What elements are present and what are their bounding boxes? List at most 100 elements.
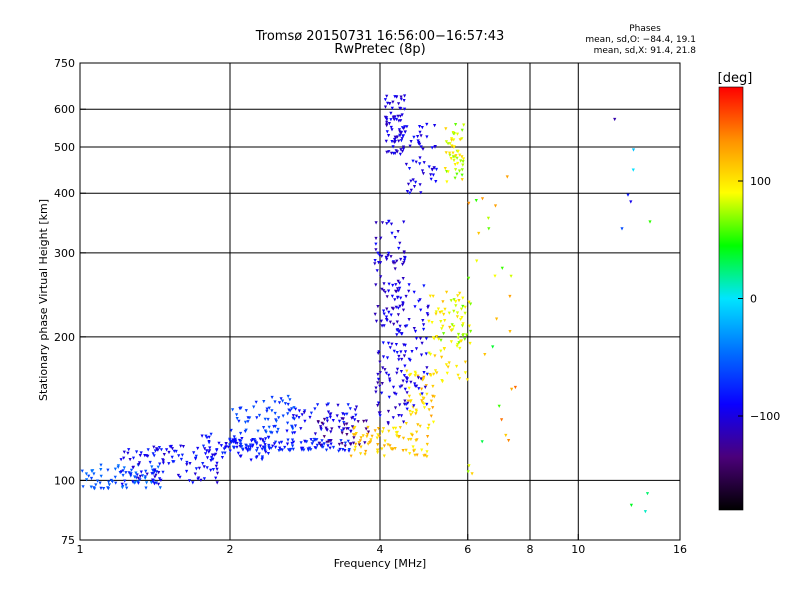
scatter-point: [390, 231, 394, 235]
scatter-point: [335, 414, 339, 418]
scatter-point: [399, 97, 403, 101]
scatter-point: [495, 317, 499, 321]
scatter-point: [425, 450, 429, 454]
scatter-point: [123, 479, 127, 483]
scatter-point: [377, 261, 381, 265]
scatter-point: [397, 435, 401, 439]
scatter-point: [381, 366, 385, 370]
scatter-point: [402, 420, 406, 424]
scatter-point: [453, 163, 457, 167]
scatter-point: [391, 145, 395, 149]
scatter-point: [431, 420, 436, 424]
scatter-point: [302, 448, 306, 452]
scatter-point: [401, 134, 405, 138]
scatter-point: [385, 94, 389, 98]
scatter-point: [299, 441, 303, 445]
scatter-point: [408, 452, 412, 456]
scatter-point: [156, 448, 160, 452]
scatter-point: [289, 447, 293, 452]
scatter-point: [267, 445, 271, 449]
scatter-point: [390, 294, 394, 298]
scatter-point: [113, 467, 117, 471]
scatter-point: [454, 304, 458, 308]
scatter-point: [389, 118, 393, 122]
scatter-point: [391, 385, 396, 389]
scatter-point: [91, 469, 95, 473]
scatter-point: [474, 199, 478, 203]
scatter-point: [415, 438, 419, 442]
scatter-point: [358, 439, 362, 443]
scatter-point: [127, 471, 131, 475]
scatter-point: [439, 320, 443, 324]
scatter-point: [387, 373, 391, 377]
scatter-point: [396, 296, 400, 300]
scatter-point: [394, 305, 398, 309]
scatter-point: [346, 439, 350, 443]
scatter-point: [394, 426, 398, 430]
scatter-point: [457, 341, 461, 345]
scatter-point: [613, 117, 617, 122]
scatter-point: [301, 446, 305, 450]
scatter-point: [277, 416, 281, 420]
scatter-point: [410, 350, 414, 354]
scatter-point: [374, 283, 378, 287]
scatter-point: [283, 445, 287, 450]
scatter-point: [211, 468, 215, 472]
scatter-point: [465, 333, 469, 337]
scatter-point: [413, 453, 417, 457]
scatter-point: [264, 437, 268, 441]
scatter-point: [376, 404, 380, 408]
scatter-point: [433, 354, 437, 358]
scatter-point: [265, 409, 269, 413]
scatter-point: [384, 139, 388, 143]
scatter-point: [435, 371, 439, 375]
scatter-point: [124, 471, 128, 475]
scatter-point: [456, 332, 461, 337]
scatter-point: [413, 448, 417, 452]
scatter-point: [235, 417, 239, 421]
scatter-point: [146, 448, 150, 452]
scatter-point: [418, 162, 422, 166]
grid-lines: [80, 63, 680, 540]
scatter-point: [249, 439, 254, 443]
scatter-point: [460, 137, 464, 141]
scatter-point: [110, 480, 115, 484]
scatter-point: [461, 160, 465, 164]
scatter-point: [414, 337, 419, 341]
scatter-point: [402, 343, 406, 347]
scatter-point: [395, 371, 399, 375]
scatter-point: [379, 319, 383, 323]
scatter-point: [412, 185, 417, 189]
scatter-point: [385, 116, 389, 120]
scatter-point: [286, 438, 290, 442]
scatter-point: [391, 283, 395, 288]
scatter-point: [450, 144, 454, 148]
scatter-point: [376, 433, 380, 437]
scatter-point: [381, 427, 386, 431]
scatter-point: [319, 443, 323, 447]
scatter-point: [420, 399, 424, 403]
scatter-point: [352, 436, 356, 440]
scatter-point: [144, 469, 148, 473]
scatter-point: [337, 442, 341, 447]
scatter-point: [279, 397, 283, 401]
scatter-point: [428, 294, 432, 298]
scatter-point: [364, 419, 368, 423]
scatter-point: [125, 486, 129, 490]
scatter-point: [291, 416, 295, 420]
scatter-point: [460, 324, 465, 328]
scatter-point: [419, 134, 423, 138]
scatter-point: [214, 452, 218, 456]
scatter-point: [406, 182, 411, 186]
scatter-point: [272, 425, 276, 429]
scatter-point: [424, 384, 428, 388]
scatter-point: [192, 451, 196, 455]
scatter-point: [399, 131, 403, 135]
colorbar-tick-label: 0: [750, 293, 757, 306]
scatter-point: [342, 423, 347, 427]
scatter-point: [393, 236, 397, 240]
scatter-point: [491, 345, 495, 349]
scatter-point: [412, 404, 416, 408]
scatter-point: [363, 441, 367, 445]
scatter-point: [145, 472, 149, 476]
